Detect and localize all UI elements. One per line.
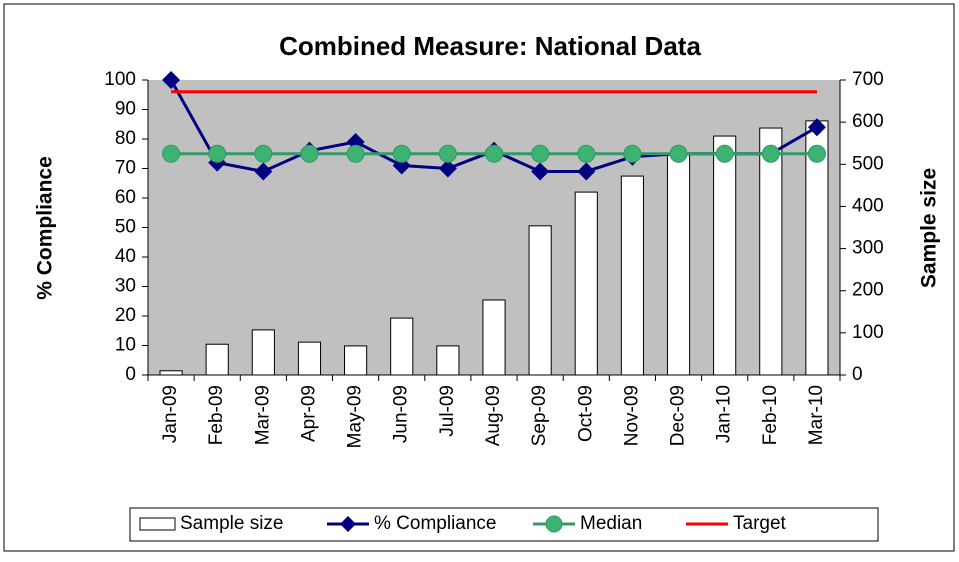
bar xyxy=(713,135,737,376)
y2-tick-label: 0 xyxy=(852,364,863,385)
legend-label: Median xyxy=(580,513,642,534)
marker xyxy=(577,162,596,181)
legend-label: % Compliance xyxy=(374,513,497,534)
marker xyxy=(254,144,273,163)
x-tick-label: Jun-09 xyxy=(391,385,412,443)
bar xyxy=(528,225,552,376)
x-tick-label: Jan-10 xyxy=(714,385,735,443)
bar xyxy=(436,345,460,376)
marker xyxy=(669,144,688,163)
marker xyxy=(254,162,273,181)
bar xyxy=(344,345,368,376)
bar xyxy=(482,299,506,376)
marker xyxy=(346,144,365,163)
legend-label: Sample size xyxy=(180,513,284,534)
y-tick-label: 90 xyxy=(115,99,136,120)
marker xyxy=(623,144,642,163)
y2-tick-label: 600 xyxy=(852,111,884,132)
y-tick-label: 100 xyxy=(104,69,136,90)
marker xyxy=(162,144,181,163)
marker xyxy=(807,118,826,137)
y-tick-label: 40 xyxy=(115,246,136,267)
x-tick-label: Feb-09 xyxy=(206,385,227,445)
x-tick-label: Sep-09 xyxy=(529,385,550,446)
legend-marker xyxy=(340,516,356,532)
marker xyxy=(807,144,826,163)
y-tick-label: 30 xyxy=(115,276,136,297)
marker xyxy=(438,144,457,163)
x-tick-label: Apr-09 xyxy=(298,385,319,442)
legend-marker xyxy=(545,515,563,533)
x-tick-label: Nov-09 xyxy=(621,385,642,446)
marker xyxy=(761,144,780,163)
y2-tick-label: 400 xyxy=(852,195,884,216)
y-tick-label: 10 xyxy=(115,335,136,356)
y-axis-label: % Compliance xyxy=(34,156,57,300)
marker xyxy=(162,71,181,89)
y2-tick-label: 300 xyxy=(852,238,884,259)
bar xyxy=(205,343,229,376)
marker xyxy=(531,162,550,181)
y2-tick-label: 700 xyxy=(852,69,884,90)
x-tick-label: Jan-09 xyxy=(160,385,181,443)
y2-tick-label: 500 xyxy=(852,153,884,174)
x-tick-label: Mar-09 xyxy=(252,385,273,445)
marker xyxy=(485,144,503,163)
x-tick-label: May-09 xyxy=(345,385,366,448)
x-tick-label: Mar-10 xyxy=(806,385,827,445)
bar xyxy=(759,127,783,376)
y-tick-label: 70 xyxy=(115,158,136,179)
y2-tick-label: 100 xyxy=(852,322,884,343)
y-tick-label: 80 xyxy=(115,128,136,149)
bar xyxy=(390,317,414,376)
chart-title: Combined Measure: National Data xyxy=(279,31,701,61)
legend-label: Target xyxy=(733,513,787,534)
x-tick-label: Jul-09 xyxy=(437,385,458,437)
bar xyxy=(159,370,183,376)
legend xyxy=(129,507,879,542)
y2-tick-label: 200 xyxy=(852,280,884,301)
bar xyxy=(666,154,691,376)
y-tick-label: 0 xyxy=(125,364,136,385)
y-tick-label: 20 xyxy=(115,305,136,326)
bar xyxy=(251,329,275,376)
y-tick-label: 60 xyxy=(115,187,136,208)
marker xyxy=(715,144,734,163)
x-tick-label: Dec-09 xyxy=(668,385,689,446)
x-tick-label: Aug-09 xyxy=(483,385,504,446)
marker xyxy=(392,144,411,163)
y-tick-label: 50 xyxy=(115,217,136,238)
bar xyxy=(620,175,644,376)
bar xyxy=(297,341,322,376)
y2-axis-label: Sample size xyxy=(918,168,941,288)
x-tick-label: Feb-10 xyxy=(760,385,781,445)
marker xyxy=(300,144,319,163)
marker xyxy=(208,144,227,163)
marker xyxy=(531,144,550,163)
bar xyxy=(574,191,598,376)
marker xyxy=(577,144,596,163)
marker xyxy=(438,159,457,178)
x-tick-label: Oct-09 xyxy=(575,385,596,442)
legend-swatch xyxy=(139,517,176,531)
